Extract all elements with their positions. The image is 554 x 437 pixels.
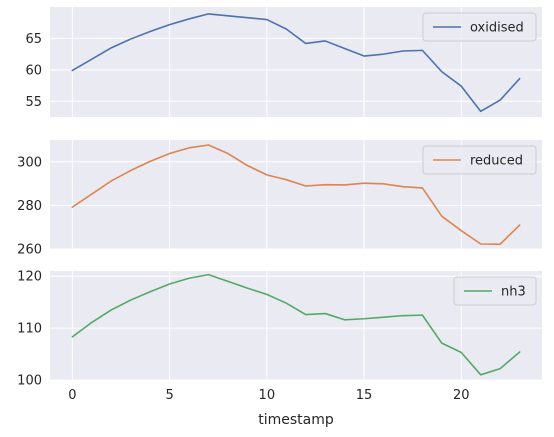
x-axis-title: timestamp [258, 412, 334, 428]
y-tick-label: 260 [17, 243, 42, 258]
legend-label-oxidised: oxidised [470, 21, 524, 36]
y-tick-label: 65 [25, 32, 42, 47]
series-line-reduced [71, 144, 521, 245]
legend-oxidised: oxidised [422, 12, 537, 42]
legend-label-reduced: reduced [470, 154, 523, 169]
x-tick-label: 5 [165, 388, 173, 403]
legend-label-nh3: nh3 [501, 285, 526, 300]
y-tick-label: 100 [17, 374, 42, 389]
y-tick-label: 120 [17, 270, 42, 285]
panel-nh3: 100 110 120 nh3 0 5 10 15 20 [17, 270, 542, 403]
legend-box [422, 12, 537, 42]
series-line-oxidised [71, 13, 521, 113]
x-tick-label: 0 [68, 388, 76, 403]
legend-box [453, 276, 537, 306]
y-tick-label: 280 [17, 199, 42, 214]
y-tick-label: 300 [17, 155, 42, 170]
legend-reduced: reduced [422, 145, 537, 175]
series-line-nh3 [71, 273, 521, 376]
panel-reduced: 260 280 300 reduced [17, 140, 542, 258]
x-tick-label: 15 [356, 388, 373, 403]
legend-box [422, 145, 537, 175]
legend-nh3: nh3 [453, 276, 537, 306]
x-tick-label: 20 [453, 388, 470, 403]
x-tick-label: 10 [259, 388, 276, 403]
y-tick-label: 110 [17, 322, 42, 337]
panel-oxidised: 55 60 65 oxidised [25, 7, 542, 117]
y-tick-label: 55 [25, 95, 42, 110]
y-tick-label: 60 [25, 63, 42, 78]
